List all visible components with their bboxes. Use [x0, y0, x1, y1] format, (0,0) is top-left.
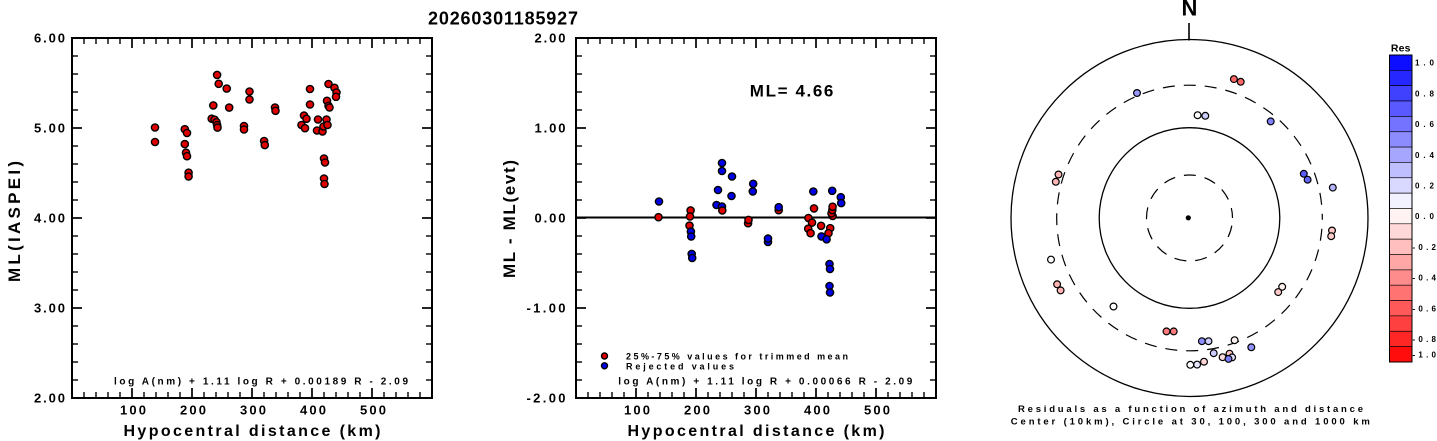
svg-text:Res: Res: [1391, 43, 1411, 55]
svg-text:1.0: 1.0: [1415, 59, 1435, 68]
svg-text:20260301185927: 20260301185927: [428, 9, 578, 29]
svg-text:-2.00: -2.00: [527, 391, 566, 406]
svg-text:400: 400: [300, 403, 326, 418]
svg-text:0.6: 0.6: [1415, 120, 1435, 129]
svg-text:3.00: 3.00: [34, 301, 65, 316]
svg-text:Rejected values: Rejected values: [626, 361, 734, 371]
svg-text:N: N: [1182, 0, 1198, 21]
svg-text:ML - ML(evt): ML - ML(evt): [500, 160, 519, 278]
svg-text:Residuals as a function of azi: Residuals as a function of azimuth and d…: [1018, 404, 1363, 415]
svg-text:2.00: 2.00: [34, 391, 65, 406]
svg-text:6.00: 6.00: [34, 31, 65, 46]
svg-text:100: 100: [624, 403, 650, 418]
svg-text:500: 500: [864, 403, 890, 418]
svg-text:25%-75% values for trimmed mea: 25%-75% values for trimmed mean: [626, 352, 848, 362]
svg-text:100: 100: [120, 403, 146, 418]
svg-text:0.8: 0.8: [1415, 89, 1435, 98]
svg-text:400: 400: [804, 403, 830, 418]
svg-text:0.00: 0.00: [535, 211, 566, 226]
svg-text:-1.00: -1.00: [527, 301, 566, 316]
svg-text:log A(nm) + 1.11 log R + 0.001: log A(nm) + 1.11 log R + 0.00189 R - 2.0…: [114, 377, 408, 388]
svg-text:200: 200: [180, 403, 206, 418]
svg-text:0.2: 0.2: [1415, 182, 1435, 191]
svg-text:0.4: 0.4: [1415, 151, 1435, 160]
svg-text:200: 200: [684, 403, 710, 418]
svg-text:Center (10km), Circle at 30, 1: Center (10km), Circle at 30, 100, 300 an…: [1011, 416, 1370, 427]
svg-text:0.0: 0.0: [1415, 212, 1435, 221]
svg-text:ML= 4.66: ML= 4.66: [750, 81, 834, 100]
svg-text:300: 300: [744, 403, 770, 418]
svg-text:500: 500: [360, 403, 386, 418]
svg-text:2.00: 2.00: [535, 31, 566, 46]
svg-text:5.00: 5.00: [34, 121, 65, 136]
svg-text:1.00: 1.00: [535, 121, 566, 136]
svg-text:log A(nm) + 1.11 log R + 0.000: log A(nm) + 1.11 log R + 0.00066 R - 2.0…: [618, 377, 912, 388]
svg-text:4.00: 4.00: [34, 211, 65, 226]
svg-text:Hypocentral distance (km): Hypocentral distance (km): [124, 423, 381, 440]
svg-text:Hypocentral distance (km): Hypocentral distance (km): [628, 423, 885, 440]
svg-text:300: 300: [240, 403, 266, 418]
